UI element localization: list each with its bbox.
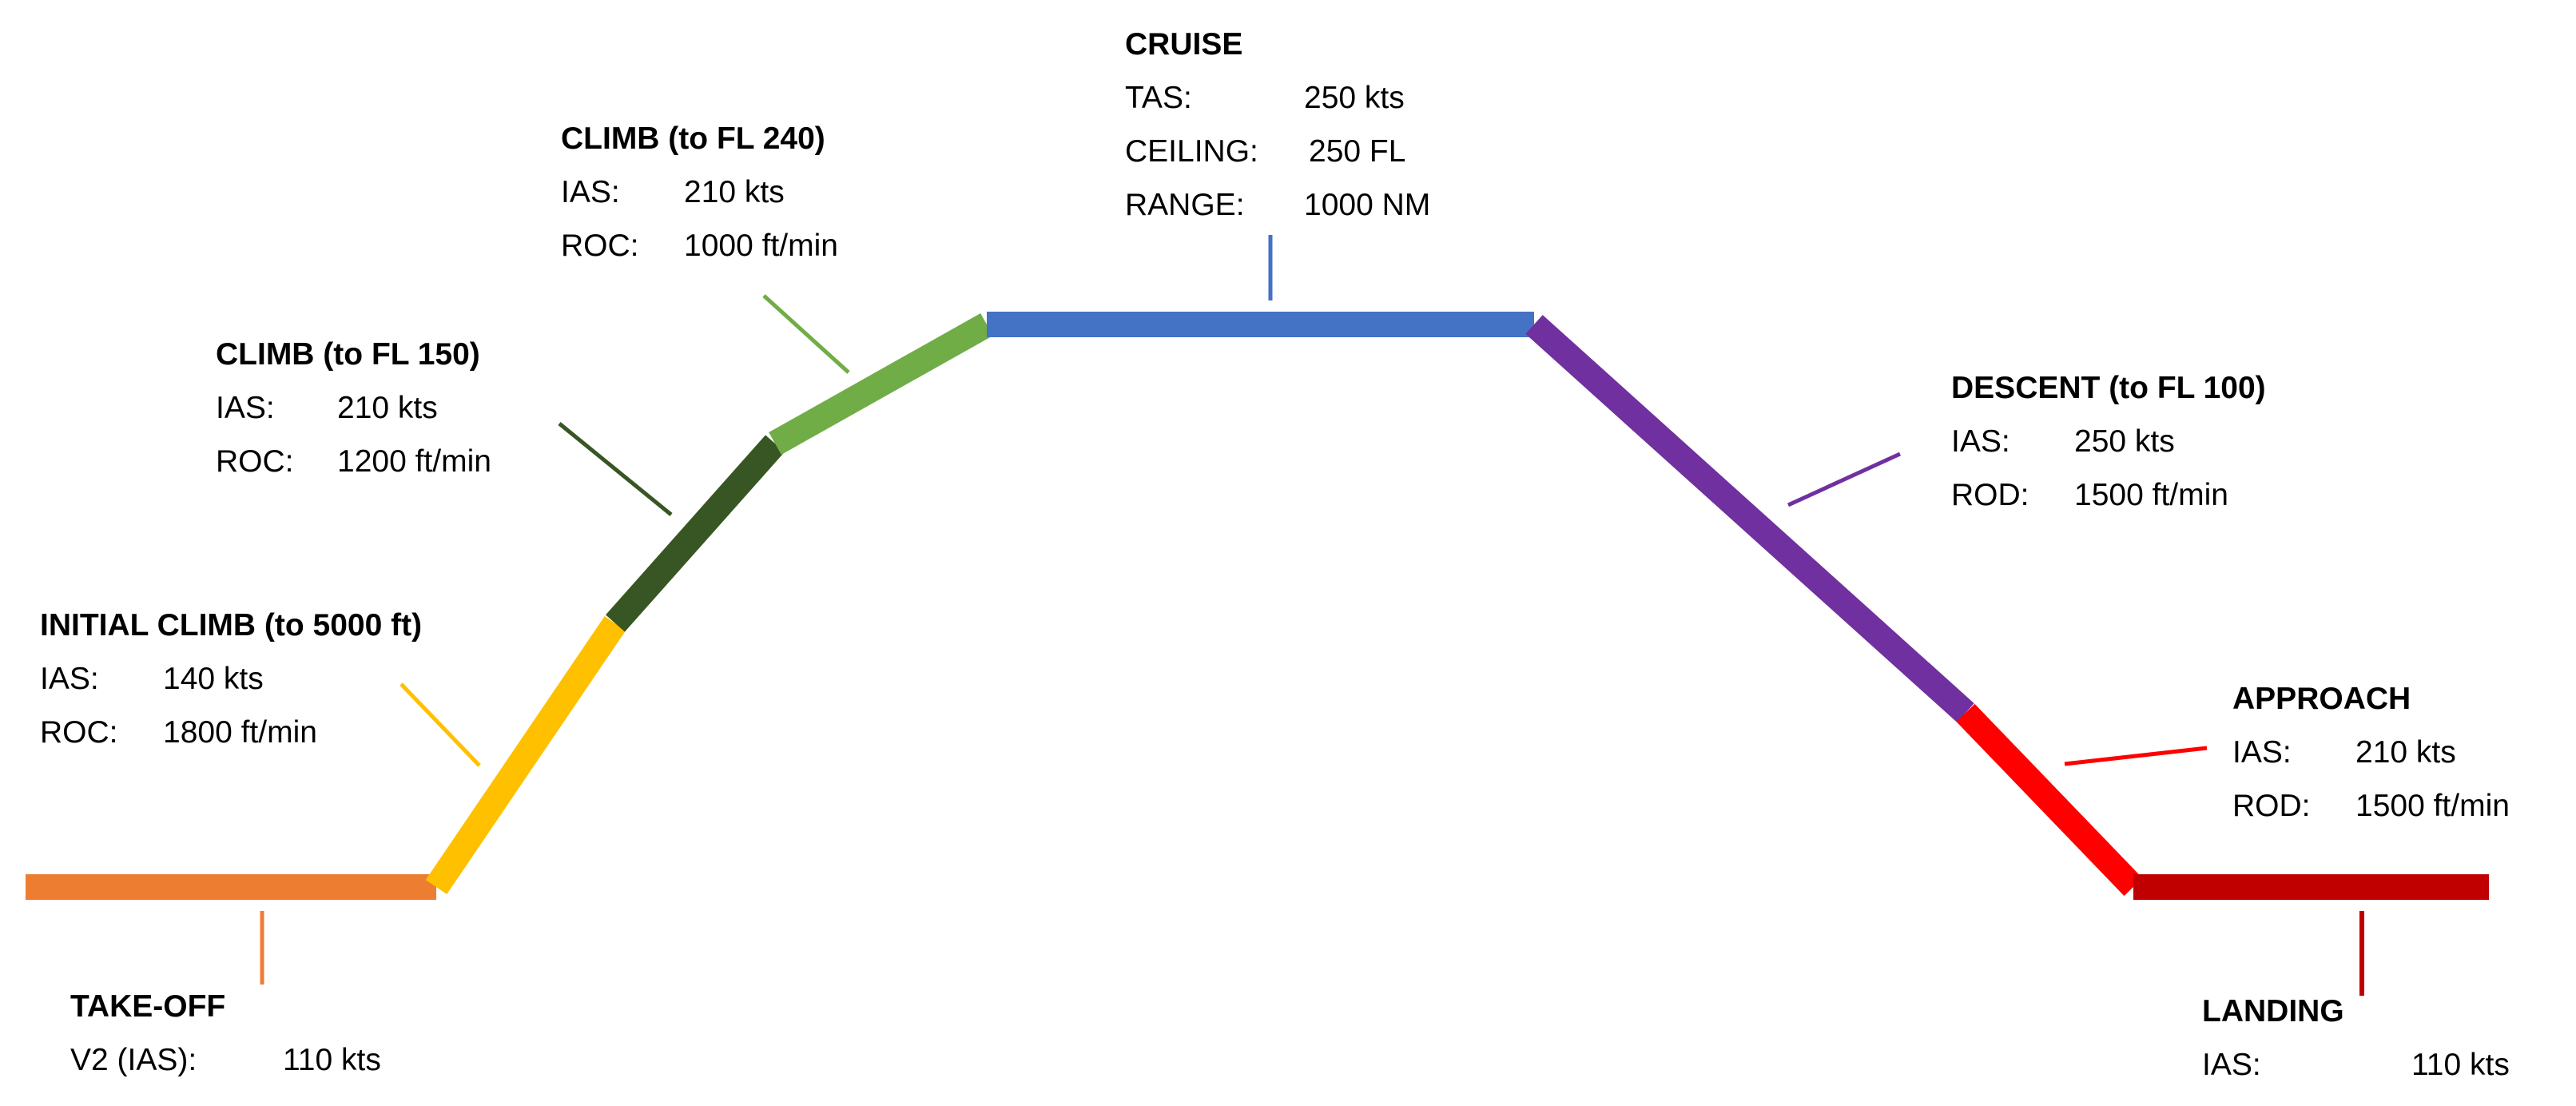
cruise-tas-value: 250 kts xyxy=(1304,81,1405,115)
climb-fl150-ias-row: IAS: 210 kts xyxy=(216,381,480,435)
cruise-title: CRUISE xyxy=(1125,27,1243,62)
descent-rod-value: 1500 ft/min xyxy=(2074,478,2228,512)
climb-fl150-info: CLIMB (to FL 150) IAS: 210 kts ROC: 1200… xyxy=(216,328,491,488)
climb-fl240-segment xyxy=(769,313,993,455)
initial-climb-leader xyxy=(400,682,481,767)
climb-fl150-segment xyxy=(606,435,785,632)
initial-climb-roc-value: 1800 ft/min xyxy=(163,715,317,750)
climb-fl240-roc-value: 1000 ft/min xyxy=(684,229,838,263)
cruise-info: CRUISE TAS: 250 kts CEILING: 250 FL RANG… xyxy=(1125,18,1430,232)
approach-leader xyxy=(2064,746,2208,766)
cruise-range-value: 1000 NM xyxy=(1304,188,1431,222)
climb-fl150-ias-value: 210 kts xyxy=(337,391,438,425)
descent-ias-row: IAS: 250 kts xyxy=(1951,415,2266,468)
takeoff-v2-value: 110 kts xyxy=(283,1043,381,1077)
initial-climb-title: INITIAL CLIMB (to 5000 ft) xyxy=(40,608,423,643)
approach-ias-value: 210 kts xyxy=(2355,735,2456,770)
landing-ias-label: IAS: xyxy=(2202,1048,2261,1082)
cruise-tas-row: TAS: 250 kts xyxy=(1125,71,1405,125)
climb-fl150-roc-row: ROC: 1200 ft/min xyxy=(216,435,491,488)
descent-ias-value: 250 kts xyxy=(2074,424,2175,459)
initial-climb-ias-row: IAS: 140 kts xyxy=(40,652,422,706)
approach-ias-label: IAS: xyxy=(2232,735,2292,770)
takeoff-info: TAKE-OFF V2 (IAS): 110 kts xyxy=(70,980,381,1087)
takeoff-v2-row: V2 (IAS): 110 kts xyxy=(70,1033,381,1087)
climb-fl150-title: CLIMB (to FL 150) xyxy=(216,337,480,372)
takeoff-v2-label: V2 (IAS): xyxy=(70,1043,197,1077)
descent-leader xyxy=(1787,452,1902,507)
descent-segment xyxy=(1525,315,1974,722)
climb-fl240-ias-label: IAS: xyxy=(561,175,620,209)
descent-rod-row: ROD: 1500 ft/min xyxy=(1951,468,2266,522)
landing-ias-row: IAS: 110 kts xyxy=(2202,1038,2510,1092)
cruise-range-label: RANGE: xyxy=(1125,188,1245,222)
initial-climb-segment xyxy=(425,616,626,894)
initial-climb-ias-label: IAS: xyxy=(40,662,99,696)
climb-fl240-roc-row: ROC: 1000 ft/min xyxy=(561,219,838,273)
landing-info: LANDING IAS: 110 kts xyxy=(2202,985,2510,1092)
descent-rod-label: ROD: xyxy=(1951,478,2029,512)
initial-climb-ias-value: 140 kts xyxy=(163,662,264,696)
approach-rod-row: ROD: 1500 ft/min xyxy=(2232,779,2510,833)
climb-fl240-title: CLIMB (to FL 240) xyxy=(561,121,825,156)
climb-fl240-roc-label: ROC: xyxy=(561,229,639,263)
descent-info: DESCENT (to FL 100) IAS: 250 kts ROD: 15… xyxy=(1951,361,2266,522)
cruise-ceiling-label: CEILING: xyxy=(1125,134,1258,169)
climb-fl150-roc-label: ROC: xyxy=(216,444,294,479)
approach-info: APPROACH IAS: 210 kts ROD: 1500 ft/min xyxy=(2232,672,2510,833)
descent-ias-label: IAS: xyxy=(1951,424,2010,459)
approach-title: APPROACH xyxy=(2232,682,2411,716)
initial-climb-info: INITIAL CLIMB (to 5000 ft) IAS: 140 kts … xyxy=(40,599,422,759)
landing-title: LANDING xyxy=(2202,994,2344,1028)
takeoff-title: TAKE-OFF xyxy=(70,989,226,1024)
cruise-tas-label: TAS: xyxy=(1125,81,1192,115)
climb-fl240-ias-row: IAS: 210 kts xyxy=(561,165,825,219)
approach-rod-value: 1500 ft/min xyxy=(2355,789,2510,823)
landing-ias-value: 110 kts xyxy=(2411,1048,2510,1082)
approach-segment xyxy=(1956,703,2143,897)
initial-climb-roc-label: ROC: xyxy=(40,715,118,750)
climb-fl150-ias-label: IAS: xyxy=(216,391,275,425)
initial-climb-roc-row: ROC: 1800 ft/min xyxy=(40,706,422,759)
climb-fl150-leader xyxy=(558,422,673,516)
descent-title: DESCENT (to FL 100) xyxy=(1951,371,2266,405)
cruise-range-row: RANGE: 1000 NM xyxy=(1125,178,1430,232)
cruise-ceiling-row: CEILING: 250 FL xyxy=(1125,125,1405,178)
climb-fl240-ias-value: 210 kts xyxy=(684,175,785,209)
climb-fl240-info: CLIMB (to FL 240) IAS: 210 kts ROC: 1000… xyxy=(561,112,838,273)
climb-fl150-roc-value: 1200 ft/min xyxy=(337,444,491,479)
approach-rod-label: ROD: xyxy=(2232,789,2311,823)
climb-fl240-leader xyxy=(762,294,850,374)
approach-ias-row: IAS: 210 kts xyxy=(2232,726,2456,779)
cruise-ceiling-value: 250 FL xyxy=(1309,134,1406,169)
